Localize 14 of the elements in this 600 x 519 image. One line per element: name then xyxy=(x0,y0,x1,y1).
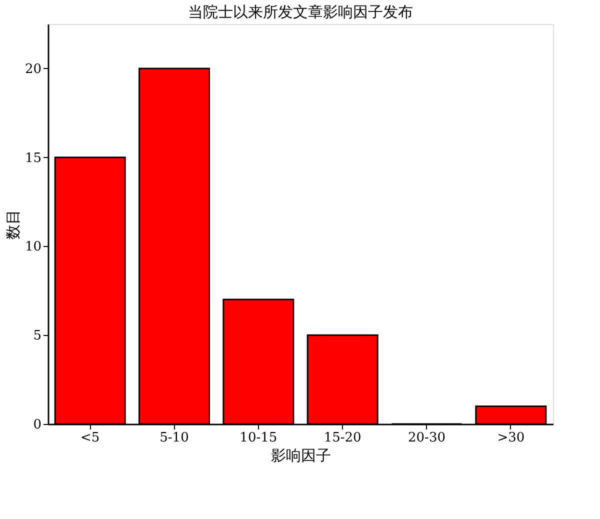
y-tick-label: 5 xyxy=(33,328,42,344)
x-tick-label: 10-15 xyxy=(240,430,278,446)
y-tick-label: 10 xyxy=(24,240,42,255)
x-tick-label: 20-30 xyxy=(408,430,446,446)
x-tick-label: >30 xyxy=(497,430,525,446)
x-axis-title: 影响因子 xyxy=(271,446,331,464)
chart-title: 当院士以来所发文章影响因子发布 xyxy=(188,3,413,21)
y-axis-title: 数目 xyxy=(4,210,22,240)
y-tick-label: 0 xyxy=(33,418,42,432)
x-tick-label: <5 xyxy=(80,430,100,446)
x-tick-label: 5-10 xyxy=(160,430,189,446)
x-tick-label: 15-20 xyxy=(324,430,362,446)
y-tick-label: 20 xyxy=(24,62,42,77)
y-tick-label: 15 xyxy=(24,150,42,166)
